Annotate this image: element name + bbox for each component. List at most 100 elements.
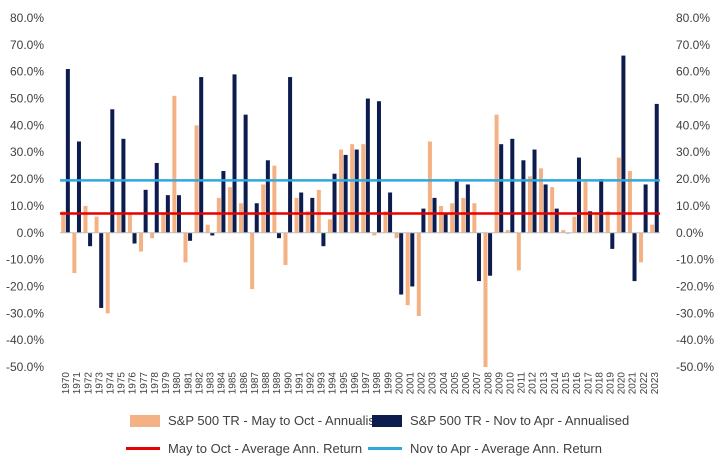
y-tick-label-right: -40.0% [676,333,714,347]
x-tick-label: 1988 [261,372,272,395]
x-tick-label: 1971 [72,372,83,395]
bar-nov-apr [365,98,370,233]
x-tick-label: 1985 [228,372,239,395]
bar-nov-apr [65,69,70,233]
bar-may-oct [272,165,277,233]
bar-may-oct [605,211,610,233]
bar-may-oct [61,211,66,233]
x-tick-label: 1996 [350,372,361,395]
bar-nov-apr [88,232,93,247]
bar-nov-apr [643,184,648,233]
x-tick-label: 2002 [417,372,428,395]
x-tick-label: 2000 [394,372,405,395]
bar-may-oct [350,144,355,233]
bar-nov-apr [421,208,426,233]
bar-may-oct [116,213,121,233]
bar-may-oct [283,232,288,265]
x-tick-label: 2004 [439,372,450,395]
bar-may-oct [450,203,455,233]
bar-nov-apr [454,179,459,233]
bar-nov-apr [621,55,626,233]
x-tick-label: 1970 [61,372,72,395]
y-tick-label-right: 30.0% [676,145,710,159]
x-tick-label: 1987 [250,372,261,395]
bar-may-oct [516,232,521,271]
bar-may-oct [550,187,555,233]
bar-nov-apr [154,162,159,233]
x-tick-label: 1979 [161,372,172,395]
bar-may-oct [394,232,399,239]
bar-nov-apr [121,138,126,233]
bar-may-oct [639,232,644,263]
x-tick-label: 1999 [383,372,394,395]
x-tick-label: 1983 [206,372,217,395]
bar-nov-apr [288,77,293,233]
bar-may-oct [294,197,299,233]
bar-may-oct [572,216,577,233]
y-tick-label-left: 40.0% [10,118,44,132]
bar-nov-apr [254,203,259,233]
bar-may-oct [494,114,499,233]
y-axis-left: -50.0% -40.0% -30.0% -20.0% -10.0% 0.0% 10.0% 2… [6,11,44,374]
bar-may-oct [327,219,332,233]
bar-nov-apr [588,211,593,233]
x-tick-label: 1972 [83,372,94,395]
bar-nov-apr [532,149,537,233]
bar-nov-apr [576,157,581,233]
y-tick-label-right: 70.0% [676,38,710,52]
x-tick-label: 1992 [306,372,317,395]
bar-may-oct [627,171,632,233]
bar-nov-apr [554,208,559,233]
legend-item-nov-apr: S&P 500 TR - Nov to Apr - Annualised [372,413,629,428]
bar-may-oct [261,184,266,233]
x-tick-label: 1976 [128,372,139,395]
bar-nov-apr [199,77,204,233]
bar-may-oct [650,224,655,233]
bar-may-oct [316,189,321,233]
bar-may-oct [583,181,588,233]
legend-label-may-oct: S&P 500 TR - May to Oct - Annualised [168,413,390,428]
legend-item-may-oct: S&P 500 TR - May to Oct - Annualised [130,413,389,428]
x-tick-label: 2023 [650,372,661,395]
y-tick-label-left: -50.0% [6,360,44,374]
bar-may-oct [72,232,77,274]
x-tick-label: 1989 [272,372,283,395]
x-tick-label: 1973 [94,372,105,395]
bar-may-oct [305,211,310,233]
bar-nov-apr [243,114,248,233]
bar-may-oct [227,187,232,233]
bar-may-oct [172,95,177,233]
bar-nov-apr [488,232,493,276]
bar-nov-apr [188,232,193,241]
y-tick-label-left: 50.0% [10,92,44,106]
x-tick-label: 2022 [639,372,650,395]
x-tick-label: 2021 [628,372,639,395]
bar-nov-apr [343,154,348,233]
bar-may-oct [372,232,377,236]
legend-swatch-may-oct [130,414,160,427]
bar-may-oct [339,149,344,233]
legend-label-nov-apr-average: Nov to Apr - Average Ann. Return [410,441,602,456]
x-tick-label: 1974 [106,372,117,395]
bar-may-oct [483,232,488,367]
bar-nov-apr [443,213,448,233]
bar-may-oct [383,211,388,233]
bar-may-oct [127,213,132,233]
bar-may-oct [183,232,188,263]
bar-nov-apr [632,232,637,282]
bar-nov-apr [321,232,326,247]
x-tick-label: 1986 [239,372,250,395]
x-tick-label: 1993 [317,372,328,395]
legend-line-may-oct-average [126,447,160,450]
x-tick-label: 2006 [461,372,472,395]
bar-nov-apr [99,232,104,308]
y-tick-label-left: -40.0% [6,333,44,347]
x-tick-label: 1990 [283,372,294,395]
y-tick-label-right: 80.0% [676,11,710,25]
legend-label-nov-apr: S&P 500 TR - Nov to Apr - Annualised [410,413,630,428]
x-tick-label: 1980 [172,372,183,395]
bar-may-oct [561,230,566,233]
y-tick-label-right: -20.0% [676,279,714,293]
